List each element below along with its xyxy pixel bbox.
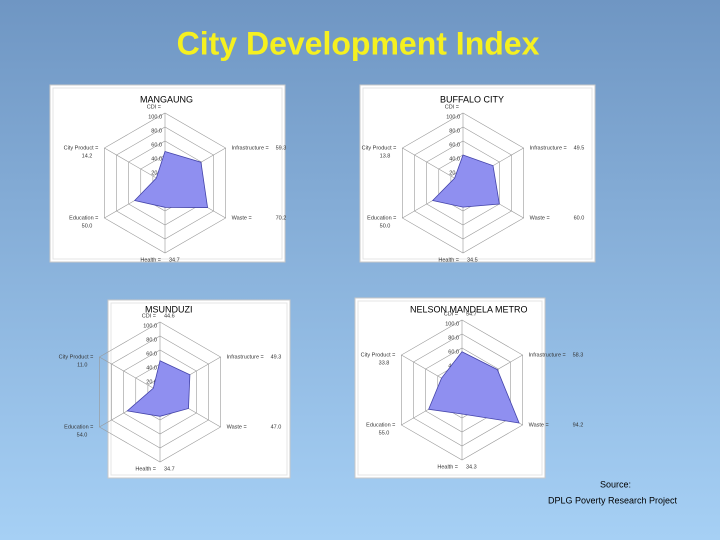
radar-area: [133, 151, 209, 208]
radar-area: [126, 360, 191, 417]
chart-panel: [107, 299, 291, 479]
tick-label: 60.0: [448, 349, 459, 355]
category-label: Health =: [437, 464, 458, 470]
value-label: 94.2: [573, 422, 584, 428]
tick-label: 100.0: [446, 114, 460, 120]
category-label: Education =: [367, 215, 396, 221]
category-label: Education =: [366, 422, 395, 428]
value-label: 14.2: [82, 153, 93, 159]
slide-title: City Development Index: [177, 25, 540, 61]
tick-label: 100.0: [445, 321, 459, 327]
value-label: 34.7: [169, 257, 180, 263]
category-label: City Product =: [362, 145, 397, 151]
category-label: Education =: [64, 424, 93, 430]
category-label: Waste =: [232, 215, 252, 221]
chart-title: NELSON MANDELA METRO: [410, 304, 528, 314]
category-label: Infrastructure =: [530, 145, 567, 151]
value-label: 33.8: [379, 360, 390, 366]
value-label: 54.7: [466, 311, 477, 317]
value-label: 50.0: [82, 223, 93, 229]
tick-label: 100.0: [148, 114, 162, 120]
category-label: City Product =: [59, 354, 94, 360]
category-label: CDI =: [445, 104, 459, 110]
tick-label: 80.0: [151, 128, 162, 134]
radar-axis: [104, 147, 166, 184]
tick-label: 20.0: [151, 170, 162, 176]
value-label: 44.6: [164, 313, 175, 319]
category-label: Infrastructure =: [232, 145, 269, 151]
radar-area: [431, 154, 500, 208]
source-text: DPLG Poverty Research Project: [548, 495, 678, 505]
category-label: Infrastructure =: [529, 352, 566, 358]
chart-title: MANGAUNG: [140, 94, 193, 104]
value-label: 50.0: [380, 223, 391, 229]
value-label: 47.0: [271, 424, 282, 430]
chart-title: BUFFALO CITY: [440, 94, 504, 104]
chart-inner: [357, 300, 543, 476]
category-label: City Product =: [64, 145, 99, 151]
category-label: Waste =: [529, 422, 549, 428]
value-label: 55.0: [379, 430, 390, 436]
tick-label: 60.0: [151, 142, 162, 148]
radar-area: [428, 351, 520, 424]
category-label: Waste =: [227, 424, 247, 430]
tick-label: 60.0: [449, 142, 460, 148]
category-label: Health =: [135, 466, 156, 472]
category-label: Education =: [69, 215, 98, 221]
source-label: Source:: [600, 479, 631, 489]
tick-label: 100.0: [143, 323, 157, 329]
category-label: CDI =: [147, 104, 161, 110]
category-label: CDI =: [142, 313, 156, 319]
chart-inner: [362, 87, 593, 260]
category-label: Waste =: [530, 215, 550, 221]
category-label: CDI =: [444, 311, 458, 317]
tick-label: 20.0: [449, 170, 460, 176]
value-label: 11.0: [77, 362, 87, 368]
value-label: 34.5: [467, 257, 478, 263]
value-label: 13.8: [380, 153, 391, 159]
value-label: 60.0: [574, 215, 585, 221]
value-label: 49.3: [271, 354, 282, 360]
value-label: 59.3: [276, 145, 287, 151]
tick-label: 40.0: [449, 156, 460, 162]
tick-label: 80.0: [449, 128, 460, 134]
tick-label: 40.0: [146, 365, 157, 371]
value-label: 54.0: [77, 432, 88, 438]
tick-label: 20.0: [146, 379, 157, 385]
tick-label: 80.0: [448, 335, 459, 341]
value-label: 34.7: [164, 466, 175, 472]
value-label: 34.3: [466, 464, 477, 470]
chart-title: MSUNDUZI: [145, 304, 193, 314]
radar-axis: [99, 356, 161, 393]
category-label: Health =: [438, 257, 459, 263]
value-label: 70.2: [276, 215, 287, 221]
tick-label: 80.0: [146, 337, 157, 343]
category-label: Infrastructure =: [227, 354, 264, 360]
value-label: 49.5: [574, 145, 585, 151]
category-label: City Product =: [361, 352, 396, 358]
value-label: 58.3: [573, 352, 584, 358]
tick-label: 40.0: [151, 156, 162, 162]
tick-label: 60.0: [146, 351, 157, 357]
chart-inner: [52, 87, 283, 260]
category-label: Health =: [140, 257, 161, 263]
radar-axis: [402, 147, 464, 184]
chart-inner: [110, 302, 288, 476]
